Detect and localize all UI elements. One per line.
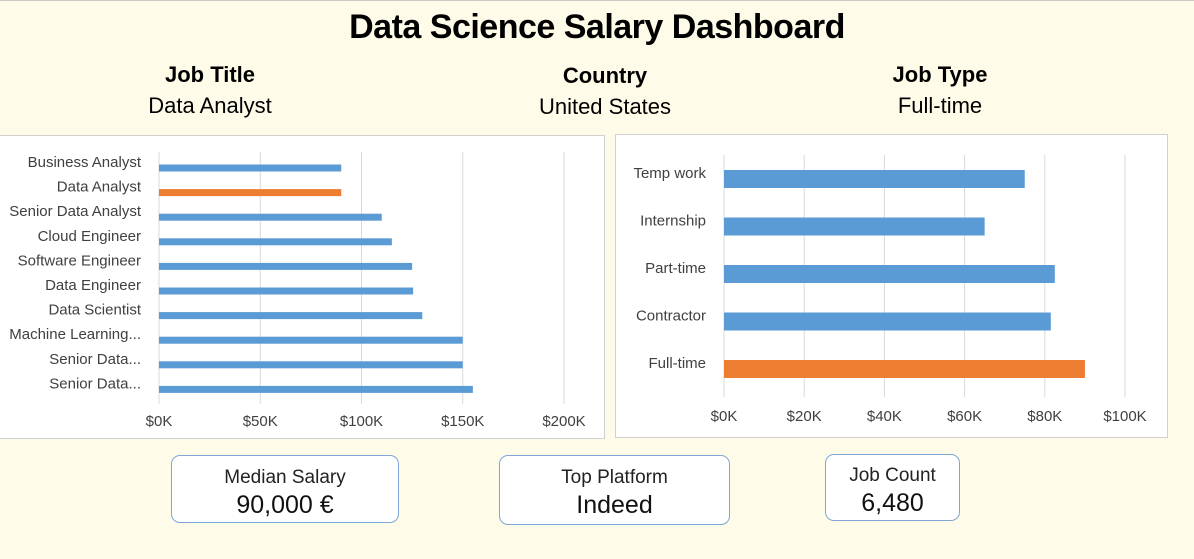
job-count-value: 6,480 (861, 489, 924, 517)
job-title-bar (159, 262, 413, 270)
job-type-filter[interactable]: Job Type Full-time (830, 61, 1050, 123)
job-title-bar (159, 213, 382, 221)
job-title-category-label: Senior Data Analyst (9, 203, 142, 220)
job-title-x-tick-label: $150K (441, 413, 484, 430)
job-title-category-label: Machine Learning... (9, 326, 141, 343)
job-title-category-label: Senior Data... (49, 351, 141, 368)
job-type-chart-svg: $0K $20K $40K $60K $80K $100K Temp work Interns… (633, 155, 1147, 425)
job-title-bar (159, 385, 473, 393)
median-salary-value: 90,000 € (236, 491, 334, 519)
job-title-salary-chart: $0K $50K $100K $150K $200K Business Analyst Da… (0, 135, 605, 439)
job-title-filter[interactable]: Job Title Data Analyst (100, 61, 320, 123)
country-value[interactable]: United States (538, 94, 672, 119)
job-title-bar (159, 189, 342, 197)
job-title-value[interactable]: Data Analyst (148, 93, 272, 118)
job-title-category-label: Business Analyst (28, 154, 142, 171)
job-type-category-label: Full-time (648, 355, 706, 372)
top-platform-label: Top Platform (561, 467, 668, 488)
job-title-x-tick-label: $200K (542, 413, 585, 430)
job-count-card: Job Count 6,480 (825, 454, 960, 521)
median-salary-card: Median Salary 90,000 € (171, 455, 399, 523)
job-type-bar (724, 312, 1051, 331)
job-title-x-tick-label: $100K (340, 413, 383, 430)
top-border (0, 0, 1194, 1)
job-type-bar (724, 265, 1055, 283)
job-type-bar (724, 170, 1025, 188)
job-type-x-tick-label: $100K (1103, 408, 1146, 425)
job-title-category-label: Cloud Engineer (38, 228, 141, 245)
job-type-category-label: Part-time (645, 260, 706, 277)
job-title-category-label: Data Engineer (45, 277, 141, 294)
job-title-bar (159, 238, 392, 246)
job-title-chart-svg: $0K $50K $100K $150K $200K Business Analyst Da… (9, 152, 586, 430)
job-type-category-label: Temp work (633, 165, 706, 182)
job-type-x-tick-label: $0K (711, 408, 738, 425)
job-title-label: Job Title (164, 62, 256, 87)
job-title-category-label: Senior Data... (49, 375, 141, 392)
job-type-x-tick-label: $80K (1027, 408, 1062, 425)
job-type-category-label: Internship (640, 213, 706, 230)
job-title-category-label: Software Engineer (18, 252, 141, 269)
job-type-value[interactable]: Full-time (897, 93, 983, 118)
job-type-bar (724, 360, 1085, 378)
job-title-category-label: Data Scientist (48, 302, 141, 319)
country-filter[interactable]: Country United States (495, 62, 715, 124)
job-title-x-tick-label: $50K (243, 413, 278, 430)
job-type-bar (724, 217, 985, 236)
job-title-bar (159, 361, 463, 369)
job-type-x-tick-label: $20K (787, 408, 822, 425)
country-label: Country (562, 63, 648, 88)
job-type-x-tick-label: $40K (867, 408, 902, 425)
dashboard-title: Data Science Salary Dashboard (349, 8, 845, 46)
job-title-bar (159, 164, 342, 172)
job-title-x-tick-label: $0K (146, 413, 173, 430)
job-title-bar (159, 287, 414, 295)
median-salary-label: Median Salary (224, 467, 346, 488)
top-platform-card: Top Platform Indeed (499, 455, 730, 525)
job-type-category-label: Contractor (636, 308, 706, 325)
job-title-bar (159, 336, 463, 344)
top-platform-value: Indeed (576, 491, 653, 519)
job-title-bar (159, 312, 423, 320)
job-title-category-label: Data Analyst (57, 179, 142, 196)
job-type-x-tick-label: $60K (947, 408, 982, 425)
job-count-label: Job Count (849, 465, 936, 486)
job-type-label: Job Type (892, 62, 988, 87)
job-type-salary-chart: $0K $20K $40K $60K $80K $100K Temp work Interns… (615, 134, 1168, 438)
